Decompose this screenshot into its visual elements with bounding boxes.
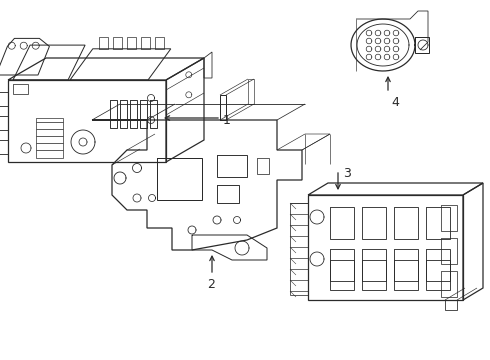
Text: 2: 2 — [207, 278, 215, 291]
Text: 3: 3 — [343, 167, 351, 180]
Text: 4: 4 — [391, 96, 399, 109]
Text: 1: 1 — [223, 114, 231, 127]
